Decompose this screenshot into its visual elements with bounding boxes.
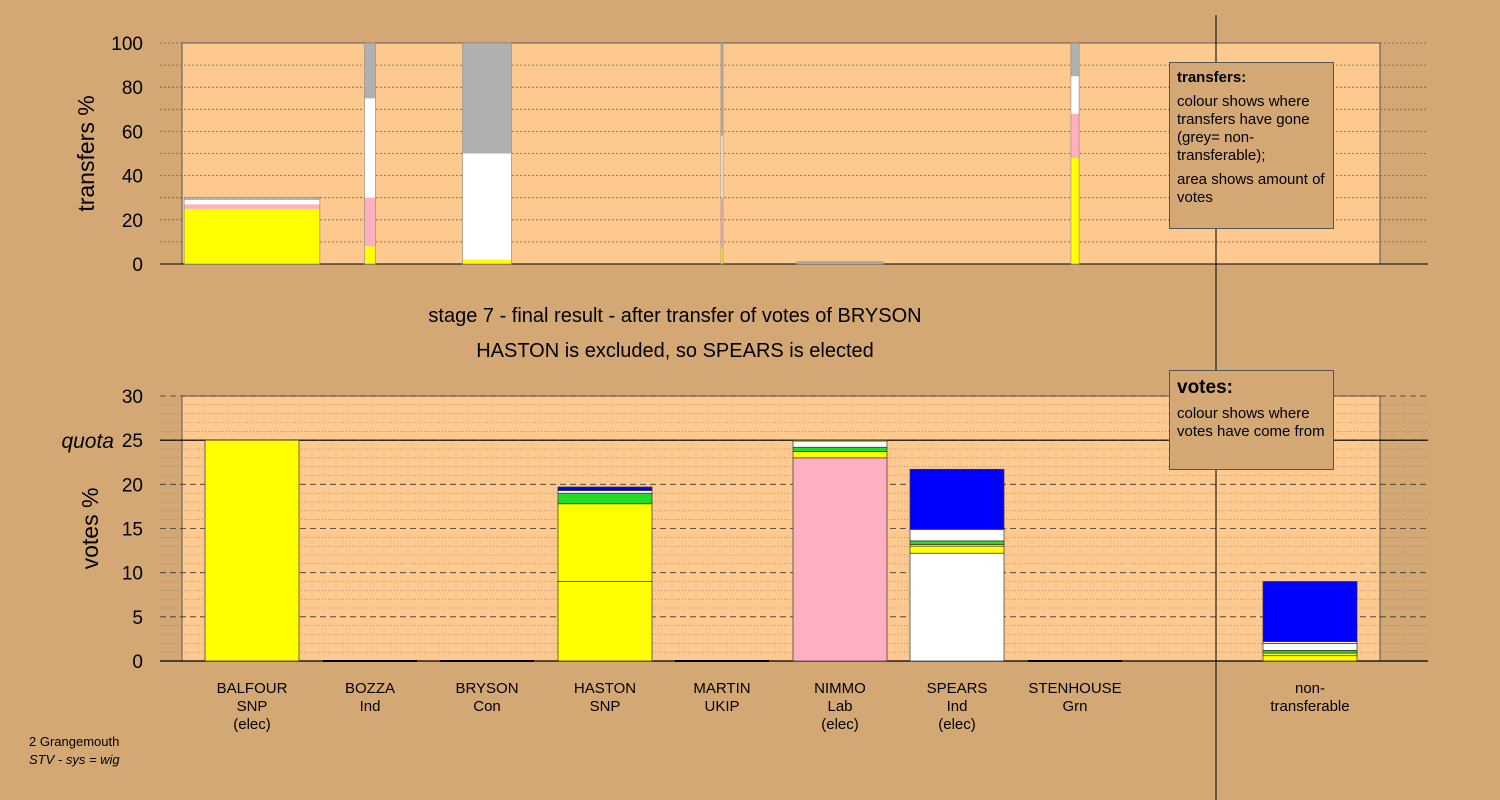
transfer-segment (364, 43, 376, 99)
transfers-legend-line-2: area shows amount of votes (1177, 171, 1325, 206)
votes-tick-label: 25 (122, 431, 143, 452)
vote-segment (1262, 581, 1358, 642)
transfers-tick-label: 20 (122, 211, 143, 232)
transfer-segment (462, 43, 512, 154)
vote-segment (909, 468, 1005, 530)
transfers-axis-label: transfers % (73, 95, 99, 211)
candidate-label: transferable (1270, 698, 1349, 715)
vote-segment (557, 486, 653, 491)
caption-line-2: HASTON is excluded, so SPEARS is elected (476, 340, 874, 362)
votes-legend: votes: colour shows where votes have com… (1169, 370, 1334, 470)
vote-segment (557, 490, 653, 494)
system-label: STV - sys = wig (29, 752, 120, 767)
ward-name: 2 Grangemouth (29, 734, 120, 749)
caption-line-1: stage 7 - final result - after transfer … (428, 305, 921, 327)
transfer-segment (721, 197, 723, 249)
transfer-segment (1070, 157, 1080, 264)
votes-tick-label: 0 (132, 652, 143, 673)
candidate-label: Grn (1062, 698, 1087, 715)
vote-segment (792, 457, 888, 662)
candidate-label: BALFOUR (217, 680, 288, 697)
candidate-label: non- (1295, 680, 1325, 697)
vote-segment (557, 503, 653, 582)
transfer-segment (462, 153, 512, 260)
quota-label: quota (61, 430, 114, 453)
votes-axis-label: votes % (77, 488, 103, 570)
vote-segment (792, 446, 888, 453)
transfer-segment (184, 199, 320, 205)
candidate-label: Lab (827, 698, 852, 715)
transfer-segment (721, 43, 723, 136)
transfer-segment (1070, 113, 1080, 158)
vote-segment (792, 451, 888, 459)
transfer-bar-outline (364, 42, 376, 265)
transfers-tick-label: 40 (122, 167, 143, 188)
candidate-label: SPEARS (927, 680, 988, 697)
candidate-label: Con (473, 698, 501, 715)
transfer-bar-outline (183, 197, 321, 265)
votes-tick-label: 20 (122, 475, 143, 496)
footer: 2 Grangemouth STV - sys = wig (29, 733, 120, 769)
vote-segment (1262, 642, 1358, 651)
candidate-label: MARTIN (693, 680, 750, 697)
transfer-segment (184, 197, 320, 200)
vote-segment (909, 529, 1005, 542)
candidate-label: SNP (237, 698, 268, 715)
candidate-label: (elec) (938, 716, 976, 733)
candidate-label: Ind (360, 698, 381, 715)
transfer-segment (364, 98, 376, 198)
transfer-bar-outline (720, 42, 724, 265)
candidate-label: BRYSON (455, 680, 518, 697)
transfer-segment (462, 259, 512, 264)
transfer-segment (1070, 43, 1080, 77)
candidate-label: STENHOUSE (1028, 680, 1121, 697)
transfer-segment (1070, 76, 1080, 114)
vote-segment (557, 492, 653, 505)
vote-segment (792, 439, 888, 442)
votes-tick-label: 15 (122, 520, 143, 541)
vote-segment (557, 581, 653, 662)
candidate-label: BOZZA (345, 680, 395, 697)
vote-segment (204, 439, 300, 662)
vote-segment (909, 540, 1005, 545)
vote-segment (909, 545, 1005, 554)
votes-tick-label: 5 (132, 608, 143, 629)
vote-segment (909, 552, 1005, 662)
transfers-tick-label: 60 (122, 122, 143, 143)
candidate-label: NIMMO (814, 680, 866, 697)
vote-segment (1262, 650, 1358, 654)
transfer-bar-outline (462, 42, 512, 265)
vote-segment (1262, 655, 1358, 662)
candidate-label: Ind (947, 698, 968, 715)
transfer-segment (184, 204, 320, 209)
votes-legend-line-1: colour shows where votes have come from (1177, 405, 1325, 440)
vote-segment (1262, 652, 1358, 657)
transfers-tick-label: 0 (132, 255, 143, 276)
transfers-legend: transfers: colour shows where transfers … (1169, 62, 1334, 229)
transfers-legend-title: transfers: (1177, 69, 1247, 86)
transfers-tick-label: 100 (111, 34, 143, 55)
candidate-label: SNP (590, 698, 621, 715)
candidate-label: HASTON (574, 680, 636, 697)
transfer-segment (796, 261, 884, 264)
candidate-label: (elec) (821, 716, 859, 733)
transfer-segment (184, 208, 320, 264)
transfer-segment (364, 197, 376, 247)
transfer-segment (721, 248, 723, 264)
transfer-bar-outline (1070, 42, 1080, 265)
transfers-tick-label: 80 (122, 78, 143, 99)
candidate-label: UKIP (704, 698, 739, 715)
vote-segment (792, 440, 888, 448)
transfers-legend-line-1: colour shows where transfers have gone (… (1177, 93, 1310, 164)
transfer-segment (364, 246, 376, 264)
transfer-segment (721, 135, 723, 198)
votes-legend-title: votes: (1177, 377, 1233, 398)
transfer-bar-outline (796, 261, 884, 265)
votes-tick-label: 30 (122, 387, 143, 408)
candidate-label: (elec) (233, 716, 271, 733)
votes-tick-label: 10 (122, 564, 143, 585)
